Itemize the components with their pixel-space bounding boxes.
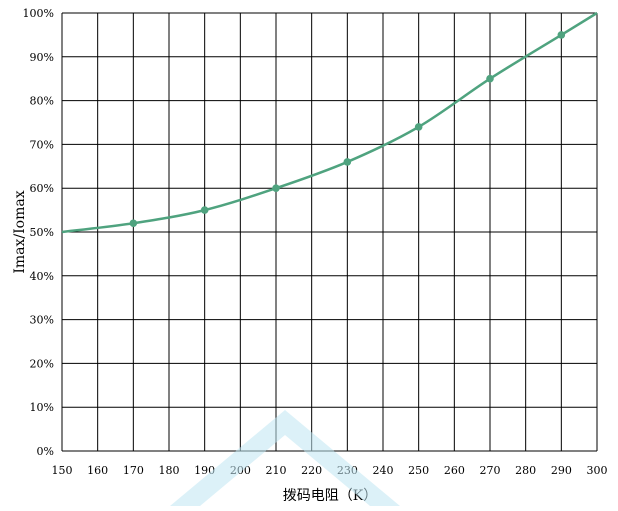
series-line <box>61 11 598 234</box>
x-tick-label: 260 <box>444 464 465 477</box>
x-tick-label: 290 <box>551 464 572 477</box>
x-tick-label: 230 <box>337 464 358 477</box>
y-tick-labels: 0% 10% 20% 30% 40% 50% 60% 70% 80% 90% 100% <box>23 7 54 458</box>
x-tick-label: 240 <box>373 464 394 477</box>
y-axis-title: Imax/Iomax <box>12 190 28 273</box>
y-tick-label: 90% <box>30 51 54 64</box>
x-axis-title: 拨码电阻（K） <box>283 488 377 504</box>
y-tick-label: 80% <box>30 95 54 108</box>
x-tick-label: 280 <box>515 464 536 477</box>
x-tick-label: 250 <box>408 464 429 477</box>
data-point <box>486 74 494 83</box>
x-tick-label: 150 <box>52 464 73 477</box>
x-tick-label: 190 <box>194 464 215 477</box>
x-tick-label: 300 <box>587 464 608 477</box>
x-tick-label: 170 <box>123 464 144 477</box>
y-tick-label: 40% <box>30 270 54 283</box>
x-tick-labels: 150 160 170 180 190 200 210 220 230 240 250 260 270 2… <box>52 464 608 477</box>
x-tick-label: 160 <box>87 464 108 477</box>
x-tick-label: 220 <box>301 464 322 477</box>
y-tick-label: 10% <box>30 401 54 414</box>
data-point <box>129 219 138 228</box>
y-tick-label: 100% <box>23 7 54 20</box>
data-point <box>414 123 423 131</box>
y-tick-label: 50% <box>30 226 54 239</box>
x-tick-label: 180 <box>159 464 180 477</box>
data-point <box>200 206 209 214</box>
x-tick-label: 210 <box>266 464 287 477</box>
x-tick-label: 200 <box>230 464 251 477</box>
x-tick-label: 270 <box>480 464 501 477</box>
series <box>61 11 598 234</box>
y-tick-label: 70% <box>30 138 54 151</box>
y-tick-label: 20% <box>30 357 54 370</box>
grid <box>61 12 598 452</box>
data-point <box>272 184 280 192</box>
y-tick-label: 60% <box>30 182 54 195</box>
y-tick-label: 0% <box>37 445 54 458</box>
data-point <box>343 158 352 166</box>
y-tick-label: 30% <box>30 314 54 327</box>
data-point <box>557 31 566 39</box>
